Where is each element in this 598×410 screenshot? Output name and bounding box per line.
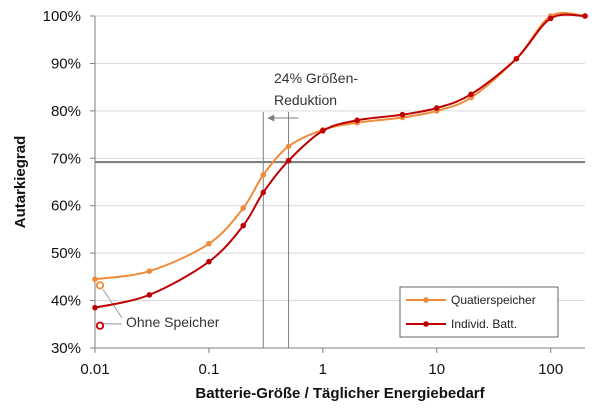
y-tick-label: 60% <box>51 198 81 215</box>
x-tick-label: 0.01 <box>80 361 109 378</box>
data-point-individ-batt <box>285 157 292 164</box>
no-storage-annotation: Ohne Speicher <box>126 314 220 330</box>
y-tick-label: 90% <box>51 55 81 72</box>
legend-label-quatierspeicher: Quatierspeicher <box>451 293 536 307</box>
legend-marker-quatierspeicher <box>423 297 429 303</box>
data-point-individ-batt <box>206 258 212 265</box>
data-point-quatierspeicher <box>146 268 153 274</box>
data-point-quatierspeicher <box>92 276 98 283</box>
data-point-individ-batt <box>92 304 98 311</box>
data-point-quatierspeicher <box>206 240 212 247</box>
legend-marker-individ-batt <box>423 321 429 327</box>
y-tick-label: 100% <box>43 8 81 25</box>
x-tick-label: 10 <box>428 361 445 378</box>
no-storage-marker <box>95 281 105 290</box>
y-tick-label: 70% <box>51 150 81 167</box>
x-tick-label: 100 <box>538 361 563 378</box>
y-tick-label: 40% <box>51 293 81 310</box>
data-point-individ-batt <box>320 127 326 134</box>
data-point-individ-batt <box>260 189 267 196</box>
y-tick-label: 50% <box>51 245 81 262</box>
data-point-individ-batt <box>582 13 588 19</box>
x-axis-title: Batterie-Größe / Täglicher Energiebedarf <box>195 385 485 402</box>
data-point-quatierspeicher <box>260 172 267 178</box>
y-tick-label: 80% <box>51 103 81 120</box>
y-tick-label: 30% <box>51 340 81 357</box>
no-storage-marker <box>95 321 105 330</box>
x-tick-label: 1 <box>319 361 327 378</box>
data-point-individ-batt <box>399 111 406 118</box>
reduction-arrow-head <box>267 114 275 122</box>
data-point-quatierspeicher <box>285 143 292 150</box>
grid-lines <box>95 15 585 302</box>
data-point-individ-batt <box>240 222 247 229</box>
data-point-individ-batt <box>513 55 520 62</box>
legend-label-individ-batt: Individ. Batt. <box>451 317 517 331</box>
data-point-individ-batt <box>433 105 440 111</box>
data-point-individ-batt <box>468 91 474 98</box>
axes: 30% 40% 50% 60% 70% 80% 90% 100% 0.01 0.1 1 10 100 <box>43 8 585 378</box>
reference-lines <box>95 112 585 348</box>
x-tick-label: 0.1 <box>198 361 219 378</box>
y-axis-title: Autarkiegrad <box>12 136 29 229</box>
data-point-individ-batt <box>547 15 554 22</box>
data-point-quatierspeicher <box>240 205 247 211</box>
legend: Quatierspeicher Individ. Batt. <box>399 286 559 338</box>
data-point-individ-batt <box>146 292 153 298</box>
data-point-individ-batt <box>354 117 360 124</box>
series-layer <box>92 11 588 330</box>
annotations: 24% Größen- Reduktion Ohne Speicher <box>126 70 358 330</box>
reduction-annotation-line2: Reduktion <box>274 92 337 108</box>
reduction-annotation-line1: 24% Größen- <box>274 70 358 86</box>
legend-box <box>399 286 559 338</box>
